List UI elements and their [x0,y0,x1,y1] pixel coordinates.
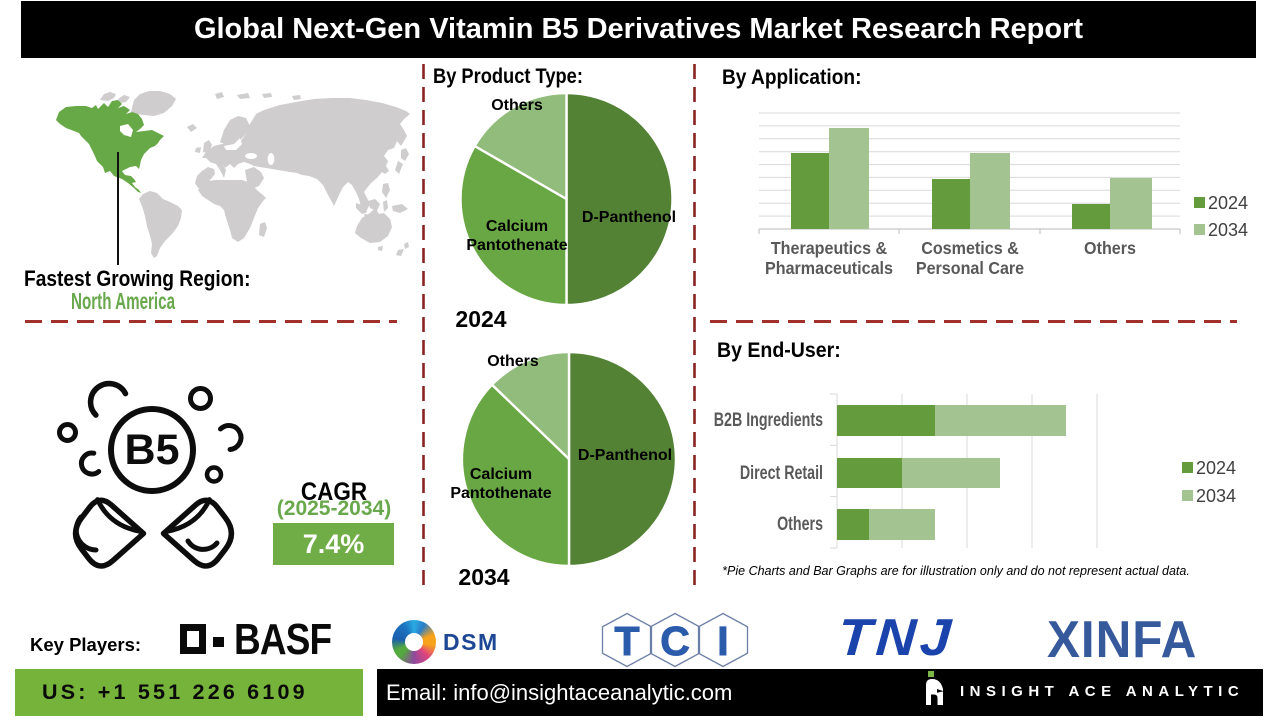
svg-text:I: I [717,618,728,664]
svg-text:T: T [614,618,639,664]
svg-text:C: C [660,618,690,664]
